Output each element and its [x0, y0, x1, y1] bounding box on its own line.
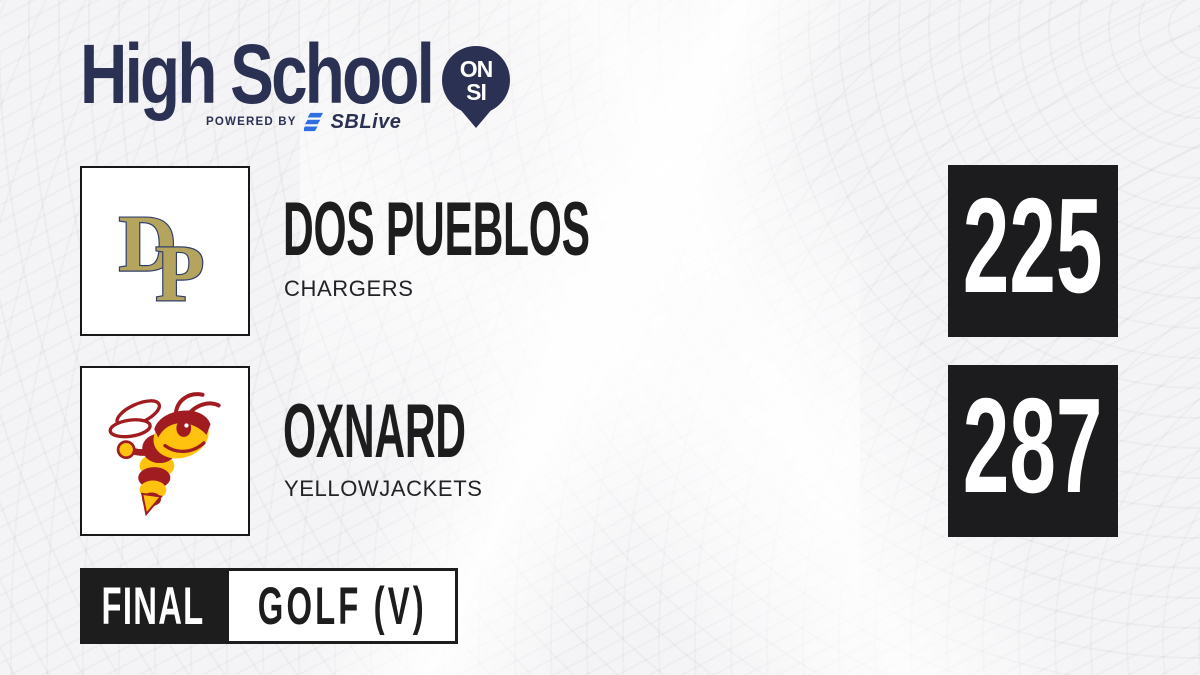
on-si-pin-icon: ON SI	[442, 46, 510, 128]
dp-monogram-letter-d: D	[119, 200, 177, 289]
team-name-oxnard: OXNARD	[283, 394, 609, 470]
score-box-dos-pueblos: 225	[948, 165, 1118, 337]
sport-label-box: GOLF (V)	[226, 568, 458, 644]
team-name-label: OXNARD	[283, 389, 466, 474]
oxnard-logo-box	[80, 366, 250, 536]
dp-monogram-letter-p: P	[155, 229, 204, 312]
team-mascot-chargers: CHARGERS	[284, 276, 414, 301]
dos-pueblos-logo-box: D P	[80, 166, 250, 336]
sport-label: GOLF (V)	[257, 576, 427, 636]
status-final-box: FINAL	[80, 568, 226, 644]
sblive-wordmark: SBLive	[330, 110, 402, 133]
pin-text-on: ON	[460, 56, 493, 82]
powered-by: POWERED BY SBLive	[206, 110, 401, 134]
pin-text-si: SI	[466, 79, 486, 105]
score-value: 225	[963, 169, 1103, 321]
powered-by-label: POWERED BY	[206, 116, 297, 128]
score-value: 287	[963, 369, 1103, 521]
status-final-label: FINAL	[101, 576, 205, 636]
yellowjacket-mascot-icon	[108, 392, 221, 517]
dp-monogram-icon: D P	[117, 198, 205, 312]
team-mascot-yellowjackets: YELLOWJACKETS	[284, 476, 483, 501]
score-box-oxnard: 287	[948, 365, 1118, 537]
team-name-dos-pueblos: DOS PUEBLOS	[283, 192, 831, 268]
sblive-icon	[303, 112, 323, 132]
team-name-label: DOS PUEBLOS	[283, 187, 590, 272]
brand-wordmark: High School	[80, 27, 435, 121]
status-badge: FINAL GOLF (V)	[80, 568, 458, 644]
